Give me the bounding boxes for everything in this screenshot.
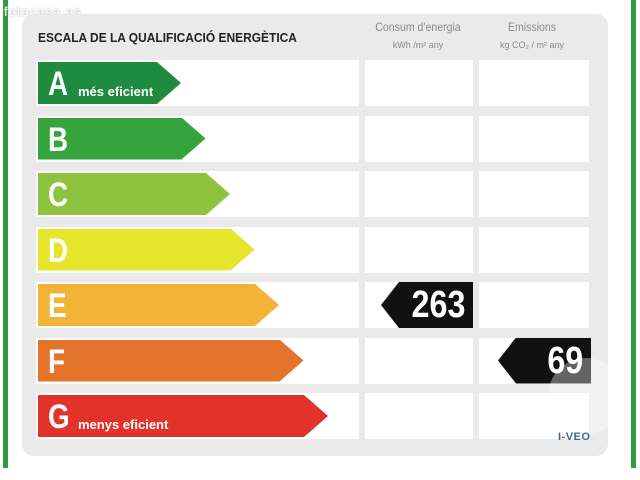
emissions-cell [479,115,589,162]
rating-row-c: C [36,171,592,217]
emissions-cell [479,171,589,217]
page-title: ESCALA DE LA QUALIFICACIÓ ENERGÈTICA [38,30,297,45]
energy-cell [365,171,473,217]
rating-descriptor: menys eficient [78,417,169,432]
rating-label-panel: D [36,226,359,273]
rating-arrow-e: E [38,284,279,326]
rating-letter: D [48,231,69,270]
rating-letter: C [48,176,69,214]
rating-letter: F [48,342,66,381]
rating-label-panel: F [36,337,359,384]
rating-row-d: D [36,226,592,273]
energy-cell [365,337,473,384]
rating-arrow-f: F [38,340,304,382]
energy-unit-label: kWh /m² any [392,40,444,50]
emissions-header-label: Emissions [507,20,557,34]
energy-cell [365,393,473,439]
energy-column-header: Consum d'energia kWh /m² any [363,20,473,52]
rating-arrow-b: B [38,118,206,160]
emissions-column-header: Emissions kg CO₂ / m² any [477,20,587,52]
rating-row-f: F 69 [36,337,592,384]
rating-label-panel: E [36,282,359,328]
rating-letter: G [48,398,70,436]
energy-value: 263 [411,284,465,326]
rating-letter: E [48,287,67,325]
frame-border-right [631,0,636,468]
brand-logo: I-VEO [558,431,591,443]
energy-cell [365,226,473,273]
emissions-cell [479,226,589,273]
energy-cell [365,115,473,162]
energy-cell [365,60,473,106]
rating-row-e: E 263 [36,282,592,328]
rating-label-panel: C [36,171,359,217]
energy-header-label: Consum d'energia [375,20,461,34]
emissions-cell [479,393,589,439]
rating-letter: A [48,65,69,103]
emissions-value-tag: 69 [498,337,591,384]
emissions-cell [479,60,589,106]
frame-border-left [3,0,8,468]
energy-value-tag: 263 [381,282,473,328]
emissions-cell [479,282,589,328]
emissions-value: 69 [547,339,583,382]
rating-descriptor: més eficient [78,84,154,99]
rating-row-b: B [36,115,592,162]
rating-arrow-c: C [38,173,230,215]
rating-letter: B [48,120,69,159]
emissions-unit-label: kg CO₂ / m² any [499,40,564,50]
rating-arrow-d: D [38,229,255,271]
rating-label-panel: B [36,115,359,162]
logo-watermark-circle [548,358,624,434]
